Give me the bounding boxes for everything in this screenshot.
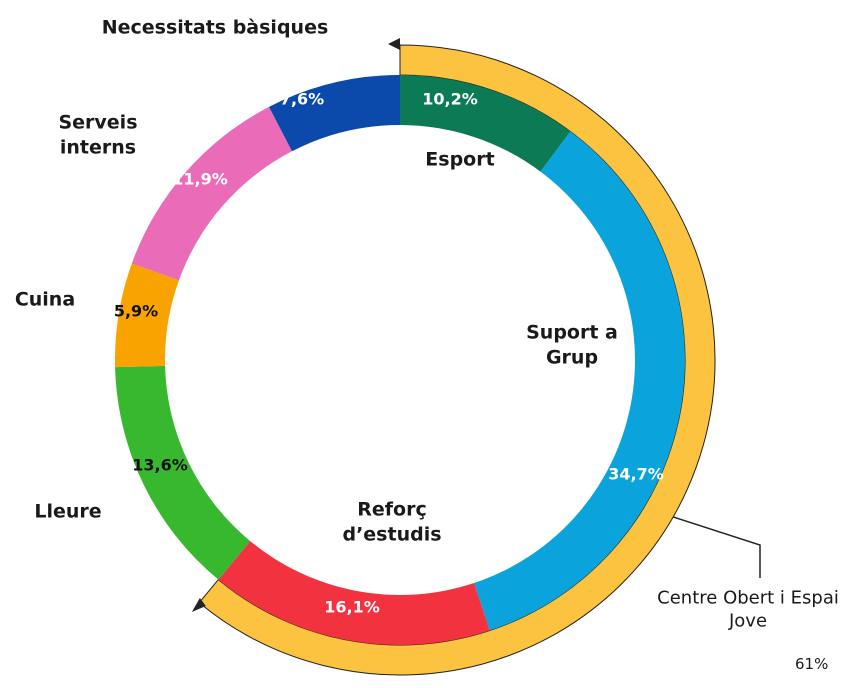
category-label: Esport [425,148,495,171]
group-value: 61% [795,655,829,673]
slice [131,106,292,281]
value-label: 7,6% [280,90,324,109]
value-label: 11,9% [172,170,228,189]
slice [115,263,179,368]
value-label: 5,9% [114,302,158,321]
leader-line [672,516,761,578]
category-label: Suport a Grup [526,321,618,368]
slice [474,131,685,631]
slice [269,75,400,152]
value-label: 34,7% [608,465,664,484]
value-label: 10,2% [422,90,478,109]
category-label: Lleure [34,500,102,523]
slice [115,365,251,580]
slice [218,541,490,645]
category-label: Cuina [14,288,76,311]
category-label: Serveis interns [58,111,138,158]
value-label: 13,6% [132,456,188,475]
slice [400,75,571,172]
value-label: 16,1% [324,598,380,617]
arrowhead [388,38,400,50]
category-label: Necessitats bàsiques [101,16,329,39]
category-label: Reforç d’estudis [342,498,442,545]
arrowhead [191,597,206,612]
group-name: Centre Obert i Espai Jove [657,587,839,632]
